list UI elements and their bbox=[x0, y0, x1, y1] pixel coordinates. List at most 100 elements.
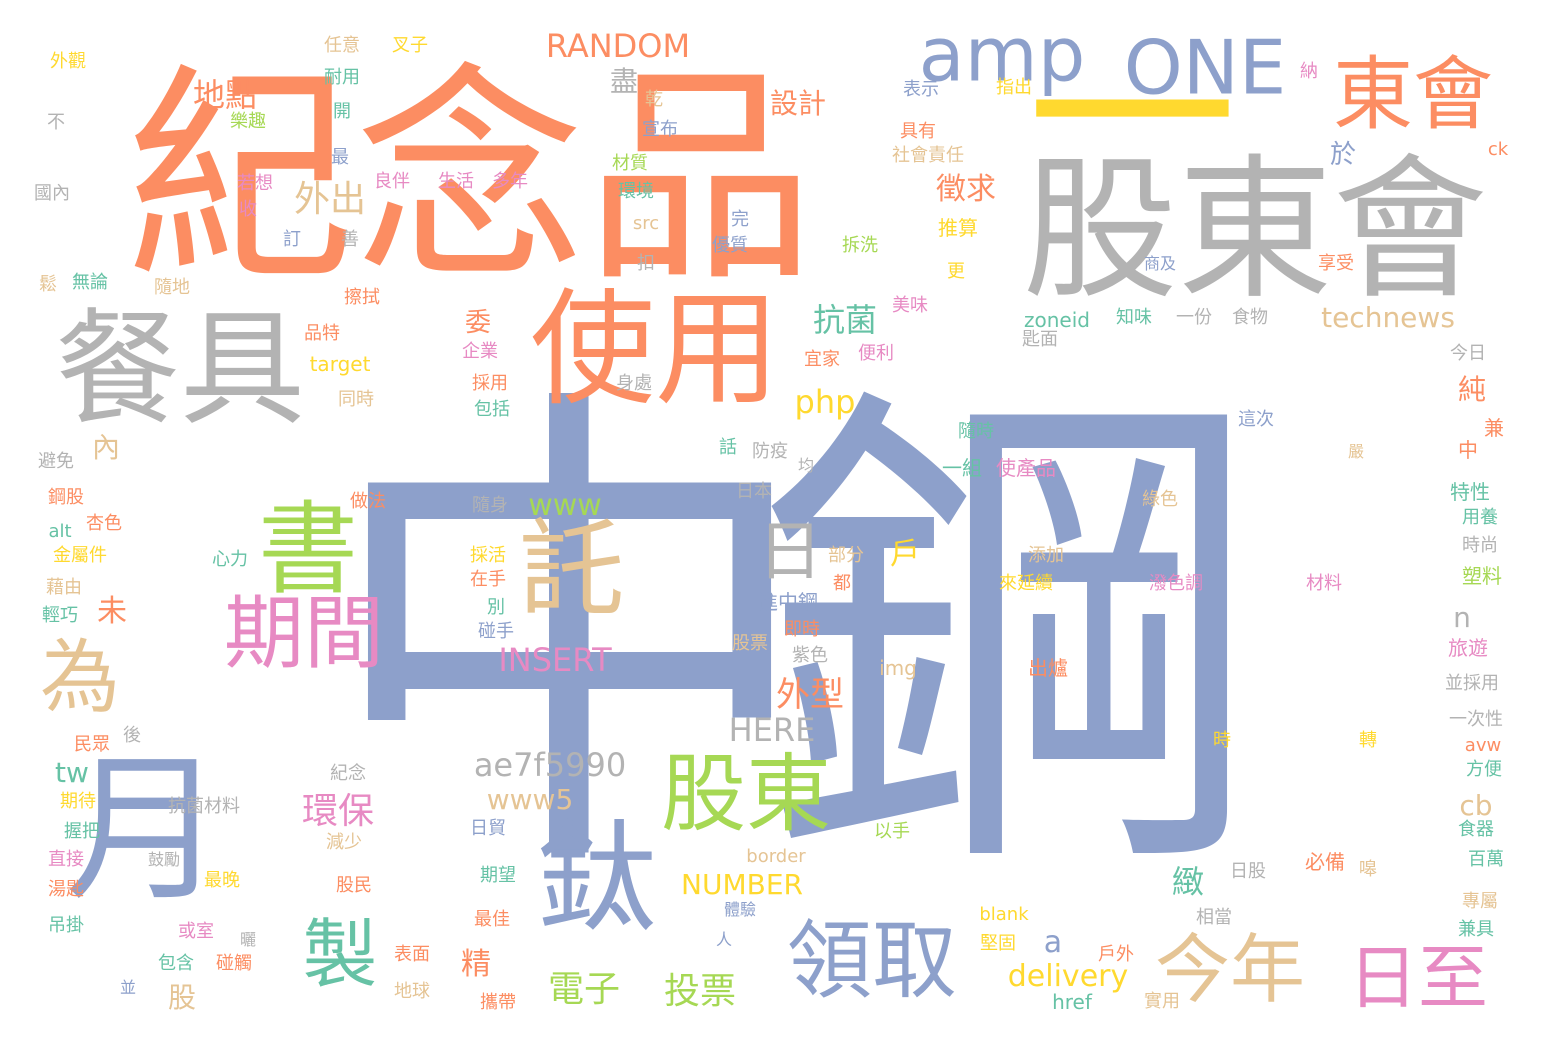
word-s113: 嚴 bbox=[1347, 442, 1365, 461]
word-s106: 匙面 bbox=[1022, 329, 1058, 350]
word-s55: 外觀 bbox=[50, 51, 86, 72]
word-s153: 並採用 bbox=[1445, 673, 1499, 694]
word-shiyong: 使用 bbox=[530, 277, 780, 423]
word-s71: 無論 bbox=[72, 272, 108, 293]
word-yu: 於 bbox=[1329, 140, 1357, 170]
word-s116: 防疫 bbox=[752, 441, 788, 462]
word-s82: 乾 bbox=[645, 89, 663, 110]
word-s112: 隨時 bbox=[958, 421, 994, 442]
word-tai: 鈦 bbox=[537, 810, 657, 949]
word-s134: 藉由 bbox=[46, 577, 82, 598]
word-s68: 多年 bbox=[492, 171, 528, 192]
word-s139: 輕巧 bbox=[42, 605, 78, 626]
word-kangjun: 抗菌 bbox=[812, 301, 878, 339]
word-s127: alt bbox=[48, 521, 72, 542]
word-s178: 期望 bbox=[480, 865, 516, 886]
word-sheji: 設計 bbox=[769, 87, 827, 120]
word-s103: 知味 bbox=[1116, 307, 1152, 328]
word-s174: 嗥 bbox=[1359, 859, 1377, 880]
word-www: www bbox=[528, 488, 602, 523]
word-random: RANDOM bbox=[545, 27, 691, 65]
word-s131: 部分 bbox=[828, 545, 864, 566]
word-s144: 別 bbox=[487, 597, 505, 618]
word-s133: 時尚 bbox=[1462, 535, 1498, 556]
word-rizhi: 日至 bbox=[1348, 937, 1488, 1019]
word-s157: 時 bbox=[1213, 730, 1231, 751]
word-didian: 地點 bbox=[192, 76, 258, 114]
word-toupiao: 投票 bbox=[663, 971, 737, 1012]
word-s130: 金屬件 bbox=[53, 545, 107, 566]
word-s66: 良伴 bbox=[374, 171, 410, 192]
word-n: n bbox=[1453, 601, 1471, 634]
word-s64: 若想 bbox=[237, 173, 273, 194]
word-canju: 餐具 bbox=[55, 297, 305, 443]
word-here: HERE bbox=[728, 711, 816, 749]
word-s197: 攜帶 bbox=[480, 992, 516, 1013]
word-s110: 兼 bbox=[1484, 416, 1504, 440]
word-s170: 鼓勵 bbox=[147, 850, 181, 869]
word-amp: amp bbox=[918, 10, 1086, 99]
word-s159: avw bbox=[1464, 735, 1502, 756]
word-s60: 不 bbox=[47, 112, 65, 133]
word-s96: 推算 bbox=[938, 216, 978, 240]
word-s92: 納 bbox=[1300, 61, 1318, 82]
word-s177: 最晚 bbox=[204, 870, 240, 891]
word-s173: 必備 bbox=[1305, 850, 1345, 874]
word-s89: 扣 bbox=[637, 253, 655, 274]
word-s58: 耐用 bbox=[324, 67, 360, 88]
word-huanbao: 環保 bbox=[301, 791, 375, 832]
word-s74: 擦拭 bbox=[344, 287, 380, 308]
word-wei2: 未 bbox=[97, 594, 127, 629]
word-s161: 方便 bbox=[1466, 759, 1502, 780]
word-s111: 這次 bbox=[1238, 409, 1274, 430]
word-s155: 後 bbox=[123, 725, 141, 746]
word-s90: 表示 bbox=[903, 79, 939, 100]
word-s84: 材質 bbox=[612, 153, 648, 174]
word-s149: 股票 bbox=[732, 633, 768, 654]
word-s189: 人 bbox=[715, 930, 733, 949]
word-s87: 完 bbox=[731, 209, 749, 230]
word-s114: 中 bbox=[1458, 438, 1478, 462]
word-s186: blank bbox=[979, 904, 1029, 925]
word-s140: 在手 bbox=[470, 569, 506, 590]
word-s154: 民眾 bbox=[74, 734, 110, 755]
word-s61: 樂趣 bbox=[230, 111, 266, 132]
word-s187: 相當 bbox=[1196, 907, 1232, 928]
word-waixing: 外型 bbox=[776, 675, 844, 715]
word-s171: 股民 bbox=[336, 875, 372, 896]
word-s98: 更 bbox=[947, 261, 965, 282]
word-s105: 食物 bbox=[1232, 307, 1268, 328]
word-s99: 商及 bbox=[1143, 254, 1177, 273]
word-s181: 吊掛 bbox=[48, 915, 84, 936]
word-s156: 一次性 bbox=[1449, 709, 1503, 730]
word-s108: 宜家 bbox=[804, 349, 840, 370]
word-s77: target bbox=[309, 352, 371, 376]
word-s57: 叉子 bbox=[392, 35, 428, 56]
word-s101: 美味 bbox=[892, 295, 928, 316]
word-s166: 日貿 bbox=[470, 818, 506, 839]
word-number: NUMBER bbox=[681, 868, 803, 901]
word-s145: 進中鋼 bbox=[758, 590, 818, 614]
word-ri: 日 bbox=[757, 514, 823, 590]
word-s122: 鋼股 bbox=[48, 487, 84, 508]
word-s81: 身處 bbox=[616, 373, 652, 394]
word-s97: 拆洗 bbox=[842, 235, 878, 256]
word-s158: 轉 bbox=[1359, 730, 1377, 751]
word-s69: 訂 bbox=[283, 229, 301, 250]
word-s91: 指出 bbox=[996, 77, 1032, 98]
word-s141: 來延續 bbox=[999, 573, 1053, 594]
word-s136: 採活 bbox=[470, 545, 506, 566]
word-qijian: 期間 bbox=[224, 587, 384, 680]
word-zhengqiu: 徵求 bbox=[936, 172, 996, 207]
word-s63: 國內 bbox=[34, 183, 70, 204]
word-s120: 避免 bbox=[38, 451, 74, 472]
word-s183: 曬 bbox=[239, 930, 257, 949]
word-s102: zoneid bbox=[1024, 308, 1090, 332]
word-s150: 紫色 bbox=[792, 645, 828, 666]
word-s137: 都 bbox=[833, 573, 851, 594]
word-s164: 握把 bbox=[64, 821, 100, 842]
word-s163: 抗菌材料 bbox=[168, 796, 240, 817]
word-s179: 日股 bbox=[1230, 861, 1266, 882]
word-s80: 包括 bbox=[474, 399, 510, 420]
word-s176: 湯匙 bbox=[48, 879, 84, 900]
